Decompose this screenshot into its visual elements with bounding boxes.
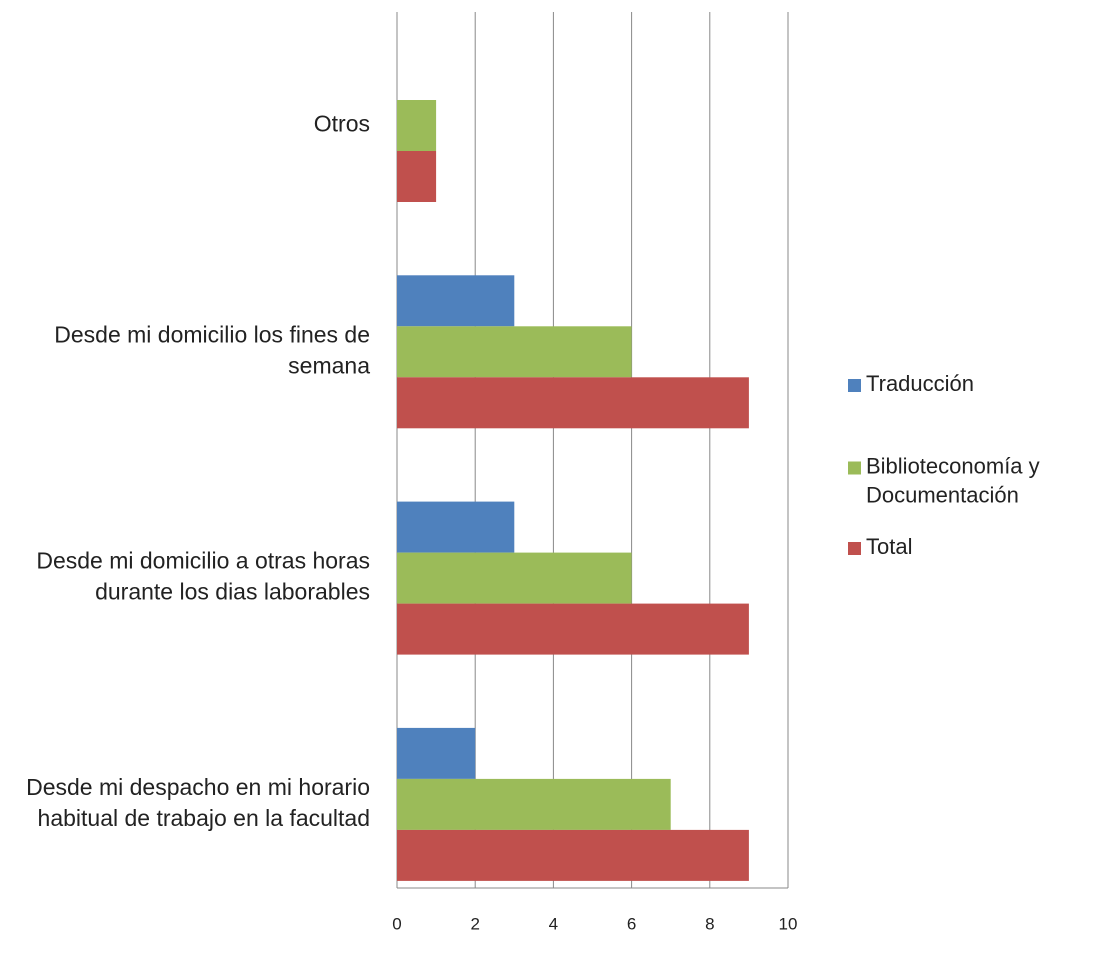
bar bbox=[397, 727, 476, 779]
bar bbox=[397, 100, 437, 151]
legend-swatch bbox=[848, 461, 861, 475]
category-label: Otros bbox=[314, 111, 370, 137]
category-label: Desde mi domicilio los fines de semana bbox=[54, 321, 370, 378]
bar bbox=[397, 275, 515, 327]
x-tick-label: 0 bbox=[392, 914, 401, 933]
bar bbox=[397, 501, 515, 553]
legend-label: Biblioteconomía y Documentación bbox=[866, 453, 1040, 507]
bar bbox=[397, 377, 749, 429]
x-tick-label: 8 bbox=[705, 914, 714, 933]
bar bbox=[397, 603, 749, 655]
bar bbox=[397, 151, 437, 202]
x-tick-label: 6 bbox=[627, 914, 636, 933]
category-label: Desde mi domicilio a otras horas durante … bbox=[36, 548, 370, 605]
x-tick-label: 10 bbox=[779, 914, 798, 933]
bar bbox=[397, 552, 632, 604]
legend-swatch bbox=[848, 379, 861, 392]
legend-swatch bbox=[848, 542, 861, 555]
x-tick-label: 4 bbox=[549, 914, 558, 933]
bar bbox=[397, 778, 671, 830]
legend-label: Traducción bbox=[866, 371, 974, 396]
x-tick-label: 2 bbox=[470, 914, 479, 933]
category-label: Desde mi despacho en mi horario habitual … bbox=[26, 774, 370, 831]
bar bbox=[397, 326, 632, 378]
bar bbox=[397, 829, 749, 881]
legend-label: Total bbox=[866, 534, 912, 559]
